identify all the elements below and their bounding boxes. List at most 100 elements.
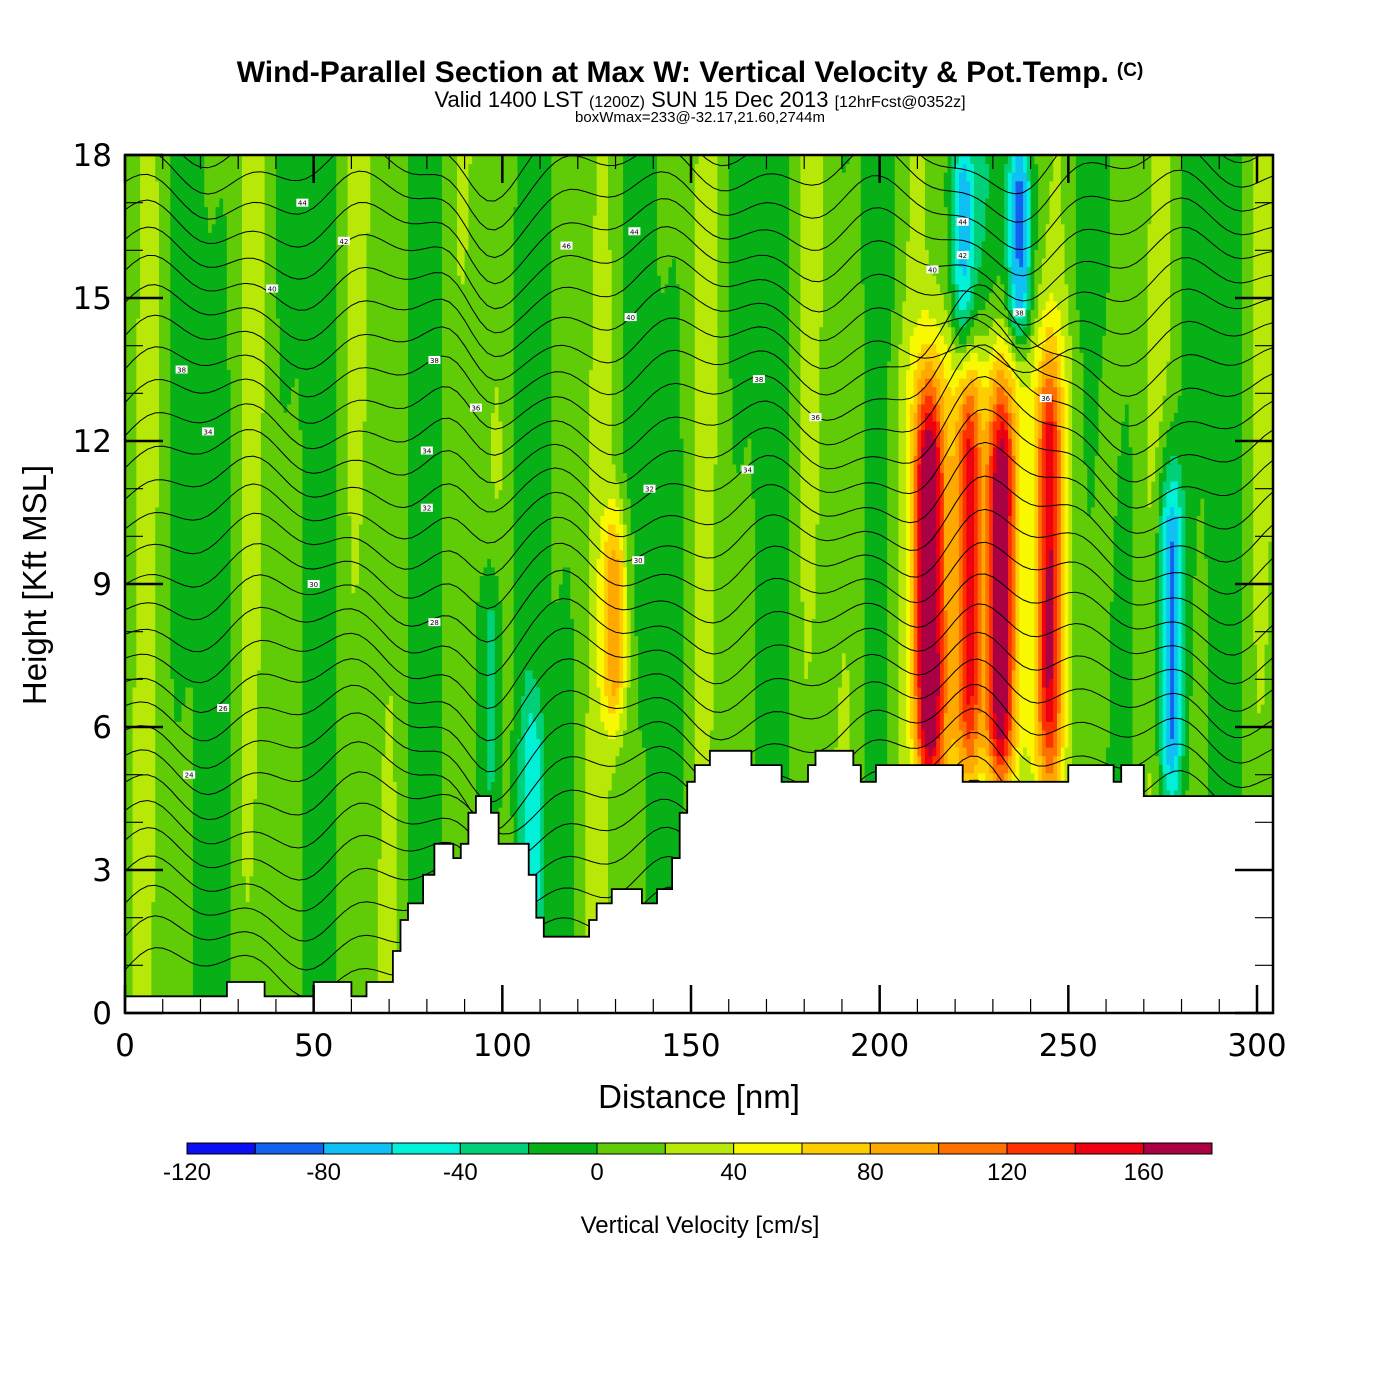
velocity-cell [1057, 755, 1062, 782]
velocity-cell [234, 155, 239, 1013]
velocity-cell [1060, 747, 1066, 800]
colorbar-segment [1143, 1142, 1213, 1155]
velocity-cell [936, 378, 941, 405]
velocity-cell [838, 155, 843, 688]
colorbar-tick-label: 160 [1124, 1159, 1164, 1186]
velocity-cell [306, 155, 311, 1013]
velocity-cell [962, 386, 968, 405]
velocity-cell [1038, 283, 1043, 328]
velocity-cell [974, 386, 979, 413]
contour-label-bg [469, 403, 482, 412]
velocity-cell [943, 309, 949, 345]
contour-label: 32 [420, 503, 433, 513]
contour-label-text: 28 [430, 619, 439, 627]
velocity-cell [868, 155, 873, 1013]
velocity-cell [487, 609, 492, 791]
velocity-cell [921, 403, 926, 431]
velocity-cell [619, 155, 624, 499]
contour-label-text: 24 [185, 772, 194, 780]
velocity-cell [917, 403, 922, 431]
velocity-cell [1053, 729, 1058, 757]
velocity-cell [1158, 472, 1164, 516]
velocity-cell [509, 155, 515, 731]
velocity-cell [657, 275, 662, 1013]
velocity-cell [362, 155, 368, 422]
velocity-cell [1038, 721, 1043, 757]
y-tick-label: 0 [92, 996, 112, 1032]
velocity-cell [615, 558, 620, 688]
velocity-cell [713, 155, 719, 465]
velocity-cell [970, 420, 975, 448]
velocity-cell [1011, 309, 1017, 328]
velocity-cell [958, 429, 964, 731]
velocity-cell [332, 155, 337, 1013]
velocity-cell [924, 747, 930, 765]
velocity-cell [204, 206, 209, 1013]
velocity-cell [981, 386, 986, 431]
velocity-cell [1223, 155, 1228, 1013]
velocity-cell [1026, 266, 1032, 311]
velocity-cell [1147, 155, 1152, 225]
velocity-cell [1019, 335, 1024, 345]
velocity-cell [366, 155, 371, 233]
velocity-cell [928, 155, 934, 268]
velocity-cell [574, 155, 579, 1013]
velocity-cell [313, 155, 319, 1013]
velocity-cell [607, 155, 613, 250]
velocity-cell [536, 738, 541, 903]
velocity-cell [611, 463, 617, 499]
velocity-cell [955, 352, 960, 371]
velocity-cell [962, 309, 968, 328]
velocity-cell [524, 729, 530, 911]
velocity-cell [475, 601, 481, 800]
velocity-cell [977, 335, 983, 362]
velocity-cell [215, 155, 220, 208]
velocity-cell [970, 155, 975, 165]
velocity-cell [592, 215, 598, 1013]
velocity-cell [1045, 378, 1051, 396]
velocity-cell [996, 403, 1002, 431]
velocity-cell [177, 721, 183, 1013]
velocity-cell [408, 155, 413, 1013]
velocity-cell [619, 686, 624, 714]
velocity-cell [955, 386, 960, 422]
velocity-cell [909, 335, 915, 405]
velocity-cell [989, 326, 994, 353]
velocity-cell [1181, 755, 1186, 825]
velocity-cell [917, 378, 922, 405]
velocity-cell [1049, 352, 1054, 379]
velocity-cell [257, 155, 262, 671]
velocity-cell [924, 309, 930, 345]
velocity-cell [958, 343, 964, 353]
velocity-cell [634, 155, 639, 637]
contour-label: 42 [956, 251, 969, 260]
velocity-cell [974, 155, 979, 285]
velocity-cell [940, 360, 945, 396]
velocity-cell [1166, 515, 1171, 765]
velocity-cell [506, 155, 511, 1013]
contour-label-text: 38 [754, 376, 763, 384]
velocity-cell [966, 738, 971, 757]
velocity-cell [917, 686, 922, 740]
velocity-cell [921, 747, 926, 765]
velocity-cell [483, 566, 488, 834]
velocity-cell [298, 155, 303, 431]
velocity-cell [1026, 309, 1032, 336]
velocity-cell [992, 343, 998, 362]
contour-label: 32 [643, 484, 656, 494]
velocity-cell [1038, 155, 1043, 285]
theta-contour-line [125, 603, 1273, 710]
velocity-cell [985, 197, 990, 302]
velocity-cell [921, 729, 926, 748]
contour-label-bg [632, 556, 645, 565]
velocity-cell [940, 292, 945, 336]
velocity-cell [1155, 155, 1160, 448]
colorbar-tick-label: 80 [857, 1159, 884, 1186]
velocity-cell [1038, 386, 1043, 439]
velocity-cell [921, 429, 926, 448]
contour-label-text: 36 [811, 414, 820, 422]
velocity-cell [1226, 155, 1232, 1013]
velocity-cell [958, 729, 964, 765]
velocity-cell [1004, 395, 1009, 413]
contour-label-bg [741, 465, 754, 474]
